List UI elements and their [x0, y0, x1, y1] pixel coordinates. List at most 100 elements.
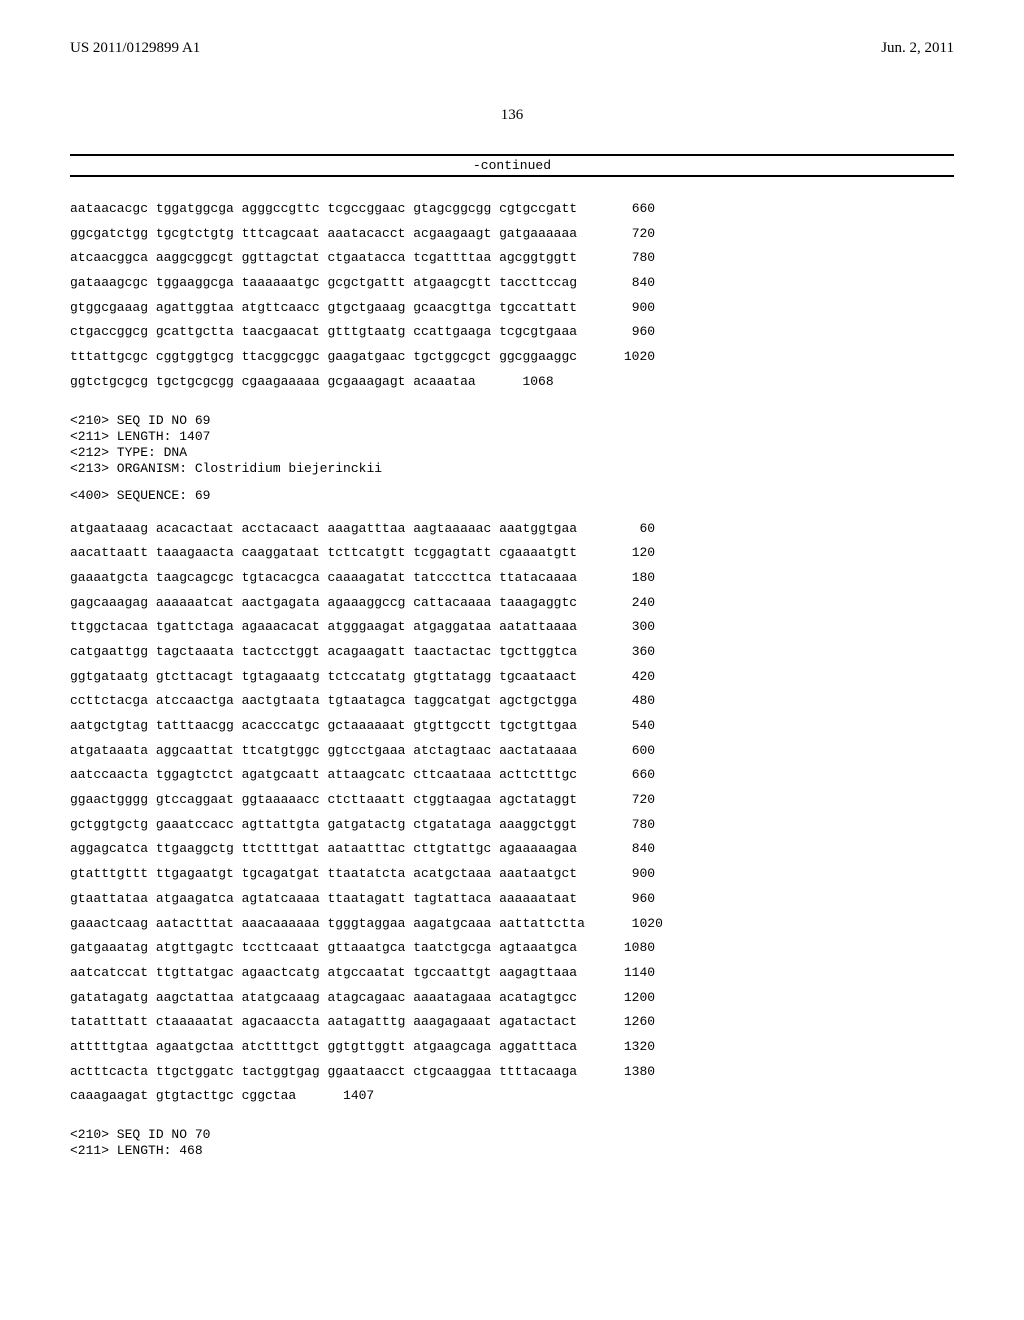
sequence-row: tatatttatt ctaaaaatat agacaaccta aatagat…	[70, 1010, 954, 1035]
sequence-position: 1260	[595, 1010, 655, 1035]
sequence-text: ccttctacga atccaactga aactgtaata tgtaata…	[70, 689, 577, 714]
sequence-row: aataacacgc tggatggcga agggccgttc tcgccgg…	[70, 197, 954, 222]
sequence-position: 960	[595, 320, 655, 345]
sequence-69-label: <400> SEQUENCE: 69	[70, 488, 954, 503]
sequence-text: caaagaagat gtgtacttgc cggctaa	[70, 1084, 296, 1109]
sequence-position: 840	[595, 837, 655, 862]
sequence-text: atgaataaag acacactaat acctacaact aaagatt…	[70, 517, 577, 542]
page-header: US 2011/0129899 A1 Jun. 2, 2011	[70, 40, 954, 57]
sequence-position: 660	[595, 197, 655, 222]
sequence-row: gtggcgaaag agattggtaa atgttcaacc gtgctga…	[70, 296, 954, 321]
sequence-text: ggaactgggg gtccaggaat ggtaaaaacc ctcttaa…	[70, 788, 577, 813]
sequence-row: ggtgataatg gtcttacagt tgtagaaatg tctccat…	[70, 665, 954, 690]
sequence-text: ggtgataatg gtcttacagt tgtagaaatg tctccat…	[70, 665, 577, 690]
sequence-row: atgataaata aggcaattat ttcatgtggc ggtcctg…	[70, 739, 954, 764]
sequence-text: ctgaccggcg gcattgctta taacgaacat gtttgta…	[70, 320, 577, 345]
sequence-position: 900	[595, 296, 655, 321]
sequence-block-continuation: aataacacgc tggatggcga agggccgttc tcgccgg…	[70, 197, 954, 395]
sequence-position: 1320	[595, 1035, 655, 1060]
sequence-text: gaaactcaag aatactttat aaacaaaaaa tgggtag…	[70, 912, 585, 937]
sequence-row: ttggctacaa tgattctaga agaaacacat atgggaa…	[70, 615, 954, 640]
sequence-position: 840	[595, 271, 655, 296]
page-number: 136	[70, 107, 954, 124]
sequence-row: ggcgatctgg tgcgtctgtg tttcagcaat aaataca…	[70, 222, 954, 247]
sequence-row: aatccaacta tggagtctct agatgcaatt attaagc…	[70, 763, 954, 788]
sequence-position: 780	[595, 246, 655, 271]
sequence-text: atcaacggca aaggcggcgt ggttagctat ctgaata…	[70, 246, 577, 271]
sequence-position: 120	[595, 541, 655, 566]
sequence-text: atgataaata aggcaattat ttcatgtggc ggtcctg…	[70, 739, 577, 764]
sequence-row: aacattaatt taaagaacta caaggataat tcttcat…	[70, 541, 954, 566]
sequence-text: tttattgcgc cggtggtgcg ttacggcggc gaagatg…	[70, 345, 577, 370]
sequence-row: aatgctgtag tatttaacgg acacccatgc gctaaaa…	[70, 714, 954, 739]
sequence-block-69: atgaataaag acacactaat acctacaact aaagatt…	[70, 517, 954, 1110]
sequence-row: gctggtgctg gaaatccacc agttattgta gatgata…	[70, 813, 954, 838]
sequence-text: aatcatccat ttgttatgac agaactcatg atgccaa…	[70, 961, 577, 986]
sequence-position: 1407	[314, 1084, 374, 1109]
sequence-row: gatatagatg aagctattaa atatgcaaag atagcag…	[70, 986, 954, 1011]
sequence-row: atgaataaag acacactaat acctacaact aaagatt…	[70, 517, 954, 542]
sequence-position: 900	[595, 862, 655, 887]
sequence-row: gaaaatgcta taagcagcgc tgtacacgca caaaaga…	[70, 566, 954, 591]
sequence-text: gatatagatg aagctattaa atatgcaaag atagcag…	[70, 986, 577, 1011]
sequence-row: aggagcatca ttgaaggctg ttcttttgat aataatt…	[70, 837, 954, 862]
sequence-position: 1020	[595, 345, 655, 370]
sequence-row: ctgaccggcg gcattgctta taacgaacat gtttgta…	[70, 320, 954, 345]
sequence-text: atttttgtaa agaatgctaa atcttttgct ggtgttg…	[70, 1035, 577, 1060]
sequence-position: 480	[595, 689, 655, 714]
sequence-position: 720	[595, 788, 655, 813]
sequence-text: ggtctgcgcg tgctgcgcgg cgaagaaaaa gcgaaag…	[70, 370, 476, 395]
sequence-row: aatcatccat ttgttatgac agaactcatg atgccaa…	[70, 961, 954, 986]
sequence-text: aggagcatca ttgaaggctg ttcttttgat aataatt…	[70, 837, 577, 862]
sequence-row: atcaacggca aaggcggcgt ggttagctat ctgaata…	[70, 246, 954, 271]
sequence-row: gtaattataa atgaagatca agtatcaaaa ttaatag…	[70, 887, 954, 912]
sequence-row: gataaagcgc tggaaggcga taaaaaatgc gcgctga…	[70, 271, 954, 296]
sequence-text: gaaaatgcta taagcagcgc tgtacacgca caaaaga…	[70, 566, 577, 591]
continued-bar: -continued	[70, 154, 954, 177]
sequence-row: actttcacta ttgctggatc tactggtgag ggaataa…	[70, 1060, 954, 1085]
sequence-text: gatgaaatag atgttgagtc tccttcaaat gttaaat…	[70, 936, 577, 961]
sequence-position: 240	[595, 591, 655, 616]
sequence-text: aataacacgc tggatggcga agggccgttc tcgccgg…	[70, 197, 577, 222]
sequence-text: tatatttatt ctaaaaatat agacaaccta aatagat…	[70, 1010, 577, 1035]
sequence-text: gtggcgaaag agattggtaa atgttcaacc gtgctga…	[70, 296, 577, 321]
sequence-position: 60	[595, 517, 655, 542]
sequence-text: aacattaatt taaagaacta caaggataat tcttcat…	[70, 541, 577, 566]
sequence-text: gagcaaagag aaaaaatcat aactgagata agaaagg…	[70, 591, 577, 616]
sequence-row: ggtctgcgcg tgctgcgcgg cgaagaaaaa gcgaaag…	[70, 370, 954, 395]
sequence-text: catgaattgg tagctaaata tactcctggt acagaag…	[70, 640, 577, 665]
sequence-position: 360	[595, 640, 655, 665]
sequence-position: 420	[595, 665, 655, 690]
patent-page: US 2011/0129899 A1 Jun. 2, 2011 136 -con…	[0, 0, 1024, 1198]
sequence-row: ggaactgggg gtccaggaat ggtaaaaacc ctcttaa…	[70, 788, 954, 813]
sequence-position: 600	[595, 739, 655, 764]
sequence-text: gtaattataa atgaagatca agtatcaaaa ttaatag…	[70, 887, 577, 912]
sequence-69-metadata: <210> SEQ ID NO 69 <211> LENGTH: 1407 <2…	[70, 413, 954, 478]
sequence-text: aatgctgtag tatttaacgg acacccatgc gctaaaa…	[70, 714, 577, 739]
sequence-row: caaagaagat gtgtacttgc cggctaa 1407	[70, 1084, 954, 1109]
sequence-text: gataaagcgc tggaaggcga taaaaaatgc gcgctga…	[70, 271, 577, 296]
sequence-position: 720	[595, 222, 655, 247]
sequence-position: 1200	[595, 986, 655, 1011]
sequence-position: 180	[595, 566, 655, 591]
sequence-position: 1068	[494, 370, 554, 395]
sequence-position: 1380	[595, 1060, 655, 1085]
sequence-text: gctggtgctg gaaatccacc agttattgta gatgata…	[70, 813, 577, 838]
sequence-text: actttcacta ttgctggatc tactggtgag ggaataa…	[70, 1060, 577, 1085]
sequence-position: 1140	[595, 961, 655, 986]
sequence-text: gtatttgttt ttgagaatgt tgcagatgat ttaatat…	[70, 862, 577, 887]
sequence-position: 660	[595, 763, 655, 788]
sequence-row: catgaattgg tagctaaata tactcctggt acagaag…	[70, 640, 954, 665]
sequence-row: gagcaaagag aaaaaatcat aactgagata agaaagg…	[70, 591, 954, 616]
sequence-row: gaaactcaag aatactttat aaacaaaaaa tgggtag…	[70, 912, 954, 937]
sequence-position: 1080	[595, 936, 655, 961]
sequence-row: gatgaaatag atgttgagtc tccttcaaat gttaaat…	[70, 936, 954, 961]
sequence-70-metadata: <210> SEQ ID NO 70 <211> LENGTH: 468	[70, 1127, 954, 1160]
sequence-row: ccttctacga atccaactga aactgtaata tgtaata…	[70, 689, 954, 714]
sequence-position: 300	[595, 615, 655, 640]
sequence-row: gtatttgttt ttgagaatgt tgcagatgat ttaatat…	[70, 862, 954, 887]
publication-number: US 2011/0129899 A1	[70, 40, 200, 57]
sequence-text: ttggctacaa tgattctaga agaaacacat atgggaa…	[70, 615, 577, 640]
sequence-row: tttattgcgc cggtggtgcg ttacggcggc gaagatg…	[70, 345, 954, 370]
publication-date: Jun. 2, 2011	[881, 40, 954, 57]
